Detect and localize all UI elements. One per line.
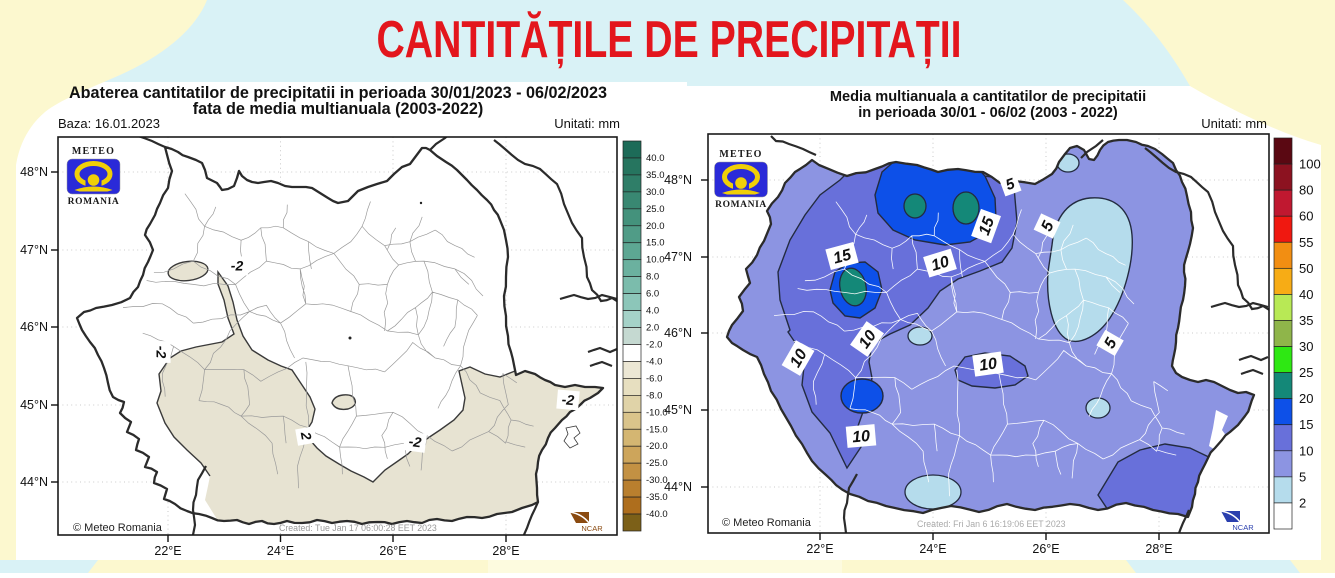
svg-text:10: 10 [787,347,811,371]
svg-text:28°E: 28°E [492,544,519,558]
svg-text:METEO: METEO [72,146,115,157]
svg-text:-6.0: -6.0 [646,373,662,384]
svg-text:© Meteo Romania: © Meteo Romania [722,517,812,529]
svg-text:10: 10 [851,428,870,446]
svg-text:-10.0: -10.0 [646,407,668,418]
svg-text:2.0: 2.0 [646,323,659,334]
svg-text:30.0: 30.0 [646,187,665,198]
svg-text:25: 25 [1299,365,1313,380]
svg-text:40: 40 [1299,287,1313,302]
svg-text:6.0: 6.0 [646,289,659,300]
svg-text:22°E: 22°E [154,544,181,558]
svg-text:50: 50 [1299,261,1313,276]
svg-text:44°N: 44°N [20,475,48,489]
svg-text:-2: -2 [561,391,575,408]
svg-text:-2: -2 [231,258,244,274]
svg-text:-2: -2 [153,346,169,359]
svg-text:10.0: 10.0 [646,255,665,266]
svg-text:NCAR: NCAR [581,524,603,533]
svg-text:35.0: 35.0 [646,170,665,181]
svg-text:80: 80 [1299,183,1313,198]
svg-text:100: 100 [1299,157,1321,172]
svg-text:35: 35 [1299,313,1313,328]
svg-text:15.0: 15.0 [646,238,665,249]
svg-text:-15.0: -15.0 [646,424,668,435]
svg-text:15: 15 [1299,417,1313,432]
svg-text:26°E: 26°E [1032,542,1059,556]
svg-text:Unitati: mm: Unitati: mm [554,116,620,131]
svg-text:46°N: 46°N [20,320,48,334]
svg-text:-35.0: -35.0 [646,492,668,503]
svg-text:-40.0: -40.0 [646,509,668,520]
svg-text:24°E: 24°E [267,544,294,558]
svg-text:ROMANIA: ROMANIA [715,200,767,210]
svg-text:METEO: METEO [719,149,762,160]
svg-text:2: 2 [1299,495,1306,510]
svg-text:fata de media multianuala (200: fata de media multianuala (2003-2022) [193,100,484,118]
svg-text:-20.0: -20.0 [646,441,668,452]
svg-text:Abaterea cantitatilor de preci: Abaterea cantitatilor de precipitatii in… [69,84,607,102]
svg-text:25.0: 25.0 [646,204,665,215]
svg-text:in perioada 30/01 - 06/02 (200: in perioada 30/01 - 06/02 (2003 - 2022) [858,105,1118,121]
svg-text:CANTITĂȚILE DE PRECIPITAȚII: CANTITĂȚILE DE PRECIPITAȚII [377,11,962,69]
svg-text:10: 10 [978,355,998,374]
svg-text:28°E: 28°E [1145,542,1172,556]
svg-text:-2.0: -2.0 [646,340,662,351]
svg-text:-2: -2 [408,433,423,451]
svg-text:48°N: 48°N [20,165,48,179]
svg-text:20.0: 20.0 [646,221,665,232]
svg-text:44°N: 44°N [664,480,692,494]
svg-text:24°E: 24°E [919,542,946,556]
svg-text:22°E: 22°E [806,542,833,556]
svg-text:2: 2 [298,430,315,442]
svg-text:Baza: 16.01.2023: Baza: 16.01.2023 [58,116,160,131]
svg-text:-8.0: -8.0 [646,390,662,401]
svg-text:10: 10 [929,253,951,274]
svg-text:10: 10 [1299,443,1313,458]
svg-text:5: 5 [1299,469,1306,484]
svg-text:Media multianuala a cantitatil: Media multianuala a cantitatilor de prec… [830,89,1146,105]
svg-text:ROMANIA: ROMANIA [68,197,120,207]
svg-text:Unitati: mm: Unitati: mm [1201,116,1267,131]
svg-text:15: 15 [831,246,854,267]
svg-text:30: 30 [1299,339,1313,354]
svg-text:45°N: 45°N [664,403,692,417]
svg-text:8.0: 8.0 [646,272,659,283]
svg-text:60: 60 [1299,209,1313,224]
svg-text:-25.0: -25.0 [646,458,668,469]
svg-text:55: 55 [1299,235,1313,250]
svg-text:45°N: 45°N [20,398,48,412]
svg-text:40.0: 40.0 [646,153,665,164]
svg-text:Created: Fri Jan 6 16:19:06 E: Created: Fri Jan 6 16:19:06 EET 2023 [917,519,1066,529]
svg-text:46°N: 46°N [664,326,692,340]
svg-text:47°N: 47°N [20,243,48,257]
svg-text:47°N: 47°N [664,250,692,264]
svg-text:© Meteo Romania: © Meteo Romania [73,522,163,534]
svg-text:20: 20 [1299,391,1313,406]
svg-text:15: 15 [976,214,998,238]
svg-text:48°N: 48°N [664,173,692,187]
svg-text:26°E: 26°E [379,544,406,558]
svg-text:NCAR: NCAR [1232,523,1254,532]
svg-text:4.0: 4.0 [646,306,659,317]
svg-text:-4.0: -4.0 [646,356,662,367]
svg-text:-30.0: -30.0 [646,475,668,486]
svg-text:Created: Tue Jan 17 06:00:28 E: Created: Tue Jan 17 06:00:28 EET 2023 [279,523,437,533]
